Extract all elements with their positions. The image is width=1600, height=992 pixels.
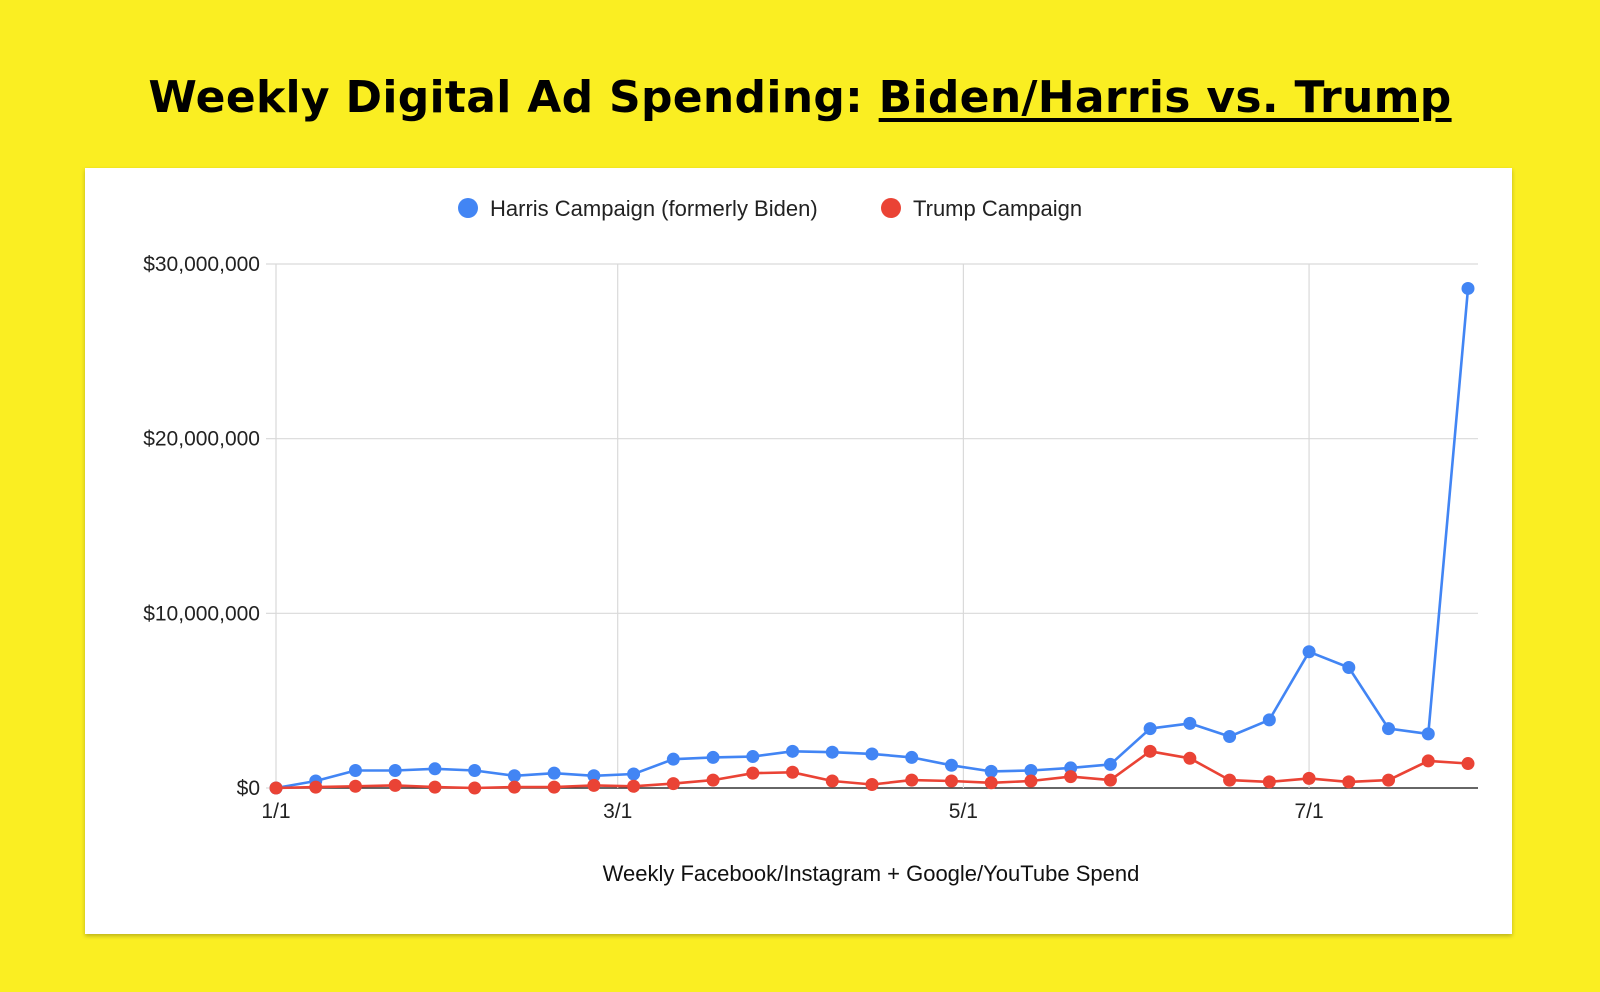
x-tick-label: 7/1 <box>1294 800 1323 823</box>
data-point-trump <box>1064 770 1078 784</box>
data-point-trump <box>865 778 879 792</box>
line-chart: $0 $10,000,000 $20,000,000 $30,000,000 1/1 3/… <box>143 196 1478 886</box>
y-tick-label: $10,000,000 <box>143 602 260 625</box>
data-point-trump <box>786 765 800 779</box>
data-point-harris <box>1302 645 1316 659</box>
data-point-trump <box>627 779 641 793</box>
data-point-trump <box>1183 751 1197 765</box>
data-point-trump <box>1302 771 1316 785</box>
data-point-trump <box>348 779 362 793</box>
data-point-trump <box>825 774 839 788</box>
data-point-harris <box>1262 713 1276 727</box>
data-point-trump <box>905 773 919 787</box>
title-emphasis: Biden/Harris vs. Trump <box>878 72 1452 123</box>
data-point-trump <box>507 780 521 794</box>
data-point-harris <box>1342 660 1356 674</box>
data-point-harris <box>786 744 800 758</box>
data-point-harris <box>428 762 442 776</box>
data-point-harris <box>825 745 839 759</box>
page-title: Weekly Digital Ad Spending: Biden/Harris… <box>0 72 1600 123</box>
data-point-harris <box>1024 764 1038 778</box>
data-point-trump <box>1223 773 1237 787</box>
data-point-trump <box>944 774 958 788</box>
y-tick-label: $0 <box>237 777 260 800</box>
y-tick-label: $30,000,000 <box>143 253 260 276</box>
data-point-trump <box>309 780 323 794</box>
data-point-trump <box>587 778 601 792</box>
legend-label-trump: Trump Campaign <box>913 196 1082 221</box>
data-point-harris <box>627 767 641 781</box>
data-point-trump <box>666 777 680 791</box>
data-point-trump <box>547 780 561 794</box>
x-tick-label: 1/1 <box>261 800 290 823</box>
data-point-harris <box>1382 722 1396 736</box>
data-point-harris <box>547 766 561 780</box>
data-point-harris <box>865 747 879 761</box>
data-point-harris <box>1103 757 1117 771</box>
legend-marker-trump <box>881 198 901 218</box>
title-prefix: Weekly Digital Ad Spending: <box>148 72 879 123</box>
data-point-trump <box>1262 775 1276 789</box>
data-point-harris <box>1183 716 1197 730</box>
data-point-trump <box>388 778 402 792</box>
data-point-trump <box>269 781 283 795</box>
data-point-trump <box>1143 744 1157 758</box>
data-point-harris <box>1461 281 1475 295</box>
legend-label-harris: Harris Campaign (formerly Biden) <box>490 196 818 221</box>
data-point-harris <box>746 750 760 764</box>
data-point-trump <box>428 780 442 794</box>
data-point-harris <box>468 764 482 778</box>
data-point-harris <box>388 764 402 778</box>
series-line-harris <box>275 288 1470 790</box>
data-point-trump <box>1103 773 1117 787</box>
data-point-harris <box>348 764 362 778</box>
data-point-trump <box>468 781 482 795</box>
x-tick-label: 5/1 <box>949 800 978 823</box>
data-point-harris <box>666 752 680 766</box>
data-point-harris <box>706 750 720 764</box>
data-point-trump <box>1024 774 1038 788</box>
legend-marker-harris <box>458 198 478 218</box>
y-tick-label: $20,000,000 <box>143 428 260 451</box>
chart-card: $0 $10,000,000 $20,000,000 $30,000,000 1/1 3/… <box>85 168 1512 934</box>
data-point-trump <box>1461 757 1475 771</box>
x-tick-label: 3/1 <box>603 800 632 823</box>
data-point-harris <box>1143 722 1157 736</box>
data-point-harris <box>1421 727 1435 741</box>
data-point-trump <box>1421 754 1435 768</box>
data-point-trump <box>1342 775 1356 789</box>
data-point-harris <box>1223 729 1237 743</box>
data-point-trump <box>1382 773 1396 787</box>
data-point-harris <box>905 750 919 764</box>
data-point-harris <box>944 758 958 772</box>
x-axis-label: Weekly Facebook/Instagram + Google/YouTu… <box>603 861 1140 886</box>
data-point-trump <box>706 773 720 787</box>
data-point-trump <box>746 766 760 780</box>
data-point-trump <box>984 776 998 790</box>
data-point-harris <box>507 769 521 783</box>
data-point-harris <box>984 764 998 778</box>
data-point-harris <box>587 769 601 783</box>
